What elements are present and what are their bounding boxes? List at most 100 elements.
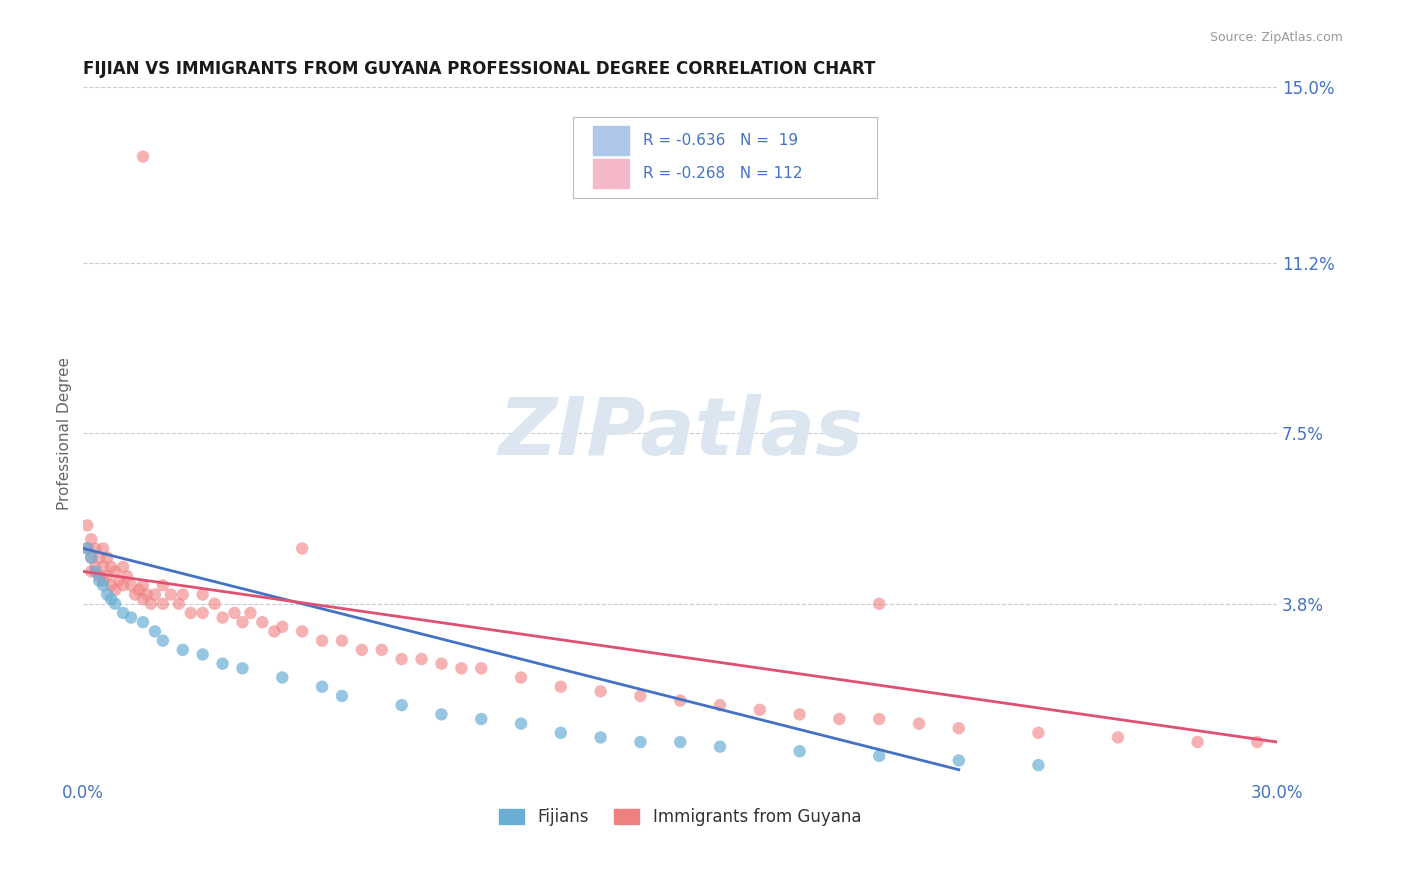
Point	[252, 615, 274, 630]
Point	[550, 726, 572, 740]
Point	[152, 578, 174, 592]
Point	[628, 735, 651, 749]
Point	[271, 671, 294, 685]
Point	[91, 574, 114, 588]
Text: FIJIAN VS IMMIGRANTS FROM GUYANA PROFESSIONAL DEGREE CORRELATION CHART: FIJIAN VS IMMIGRANTS FROM GUYANA PROFESS…	[83, 60, 876, 78]
Point	[80, 550, 103, 565]
Point	[470, 661, 492, 675]
Point	[470, 712, 492, 726]
Point	[136, 588, 159, 602]
Point	[128, 582, 150, 597]
Point	[180, 606, 202, 620]
Point	[231, 661, 253, 675]
Text: R = -0.268   N = 112: R = -0.268 N = 112	[643, 166, 803, 181]
Point	[510, 716, 533, 731]
Point	[311, 680, 333, 694]
Point	[76, 541, 98, 556]
Point	[1028, 758, 1050, 772]
FancyBboxPatch shape	[572, 117, 877, 198]
Point	[76, 518, 98, 533]
Point	[1187, 735, 1209, 749]
Point	[669, 693, 692, 707]
Point	[709, 739, 731, 754]
Point	[391, 652, 413, 666]
Point	[868, 712, 890, 726]
Point	[709, 698, 731, 713]
Bar	[593, 160, 628, 188]
Point	[143, 624, 166, 639]
Point	[291, 541, 314, 556]
Point	[411, 652, 433, 666]
Point	[589, 684, 612, 698]
Point	[1246, 735, 1268, 749]
Point	[120, 578, 142, 592]
Point	[311, 633, 333, 648]
Point	[1107, 731, 1129, 745]
Point	[948, 721, 970, 735]
Point	[115, 569, 138, 583]
Legend: Fijians, Immigrants from Guyana: Fijians, Immigrants from Guyana	[492, 802, 868, 833]
Point	[100, 578, 122, 592]
Point	[96, 588, 118, 602]
Point	[167, 597, 190, 611]
Point	[628, 689, 651, 703]
Point	[371, 643, 394, 657]
Point	[108, 574, 131, 588]
Point	[91, 541, 114, 556]
Point	[112, 560, 135, 574]
Point	[330, 689, 353, 703]
Point	[510, 671, 533, 685]
Point	[430, 657, 453, 671]
Text: R = -0.636   N =  19: R = -0.636 N = 19	[643, 134, 799, 148]
Point	[80, 565, 103, 579]
Text: ZIPatlas: ZIPatlas	[498, 394, 863, 472]
Point	[191, 588, 214, 602]
Point	[132, 150, 155, 164]
Point	[80, 533, 103, 547]
Point	[104, 597, 127, 611]
Point	[450, 661, 472, 675]
Point	[143, 588, 166, 602]
Point	[291, 624, 314, 639]
Point	[589, 731, 612, 745]
Point	[1028, 726, 1050, 740]
Point	[132, 592, 155, 607]
Point	[908, 716, 931, 731]
Point	[789, 744, 811, 758]
Point	[211, 657, 233, 671]
Point	[550, 680, 572, 694]
Point	[204, 597, 226, 611]
Point	[124, 588, 146, 602]
Point	[104, 582, 127, 597]
Point	[152, 633, 174, 648]
Point	[191, 648, 214, 662]
Point	[263, 624, 285, 639]
Point	[96, 569, 118, 583]
Point	[76, 541, 98, 556]
Point	[239, 606, 262, 620]
Point	[669, 735, 692, 749]
Point	[868, 748, 890, 763]
Point	[152, 597, 174, 611]
Point	[112, 606, 135, 620]
Bar	[593, 127, 628, 155]
Point	[748, 703, 770, 717]
Point	[112, 578, 135, 592]
Point	[91, 578, 114, 592]
Point	[172, 588, 194, 602]
Point	[211, 610, 233, 624]
Point	[828, 712, 851, 726]
Point	[84, 560, 107, 574]
Point	[80, 550, 103, 565]
Point	[132, 578, 155, 592]
Point	[231, 615, 253, 630]
Point	[271, 620, 294, 634]
Point	[868, 597, 890, 611]
Point	[430, 707, 453, 722]
Point	[172, 643, 194, 657]
Point	[89, 550, 111, 565]
Text: Source: ZipAtlas.com: Source: ZipAtlas.com	[1209, 31, 1343, 45]
Point	[191, 606, 214, 620]
Point	[132, 615, 155, 630]
Point	[96, 550, 118, 565]
